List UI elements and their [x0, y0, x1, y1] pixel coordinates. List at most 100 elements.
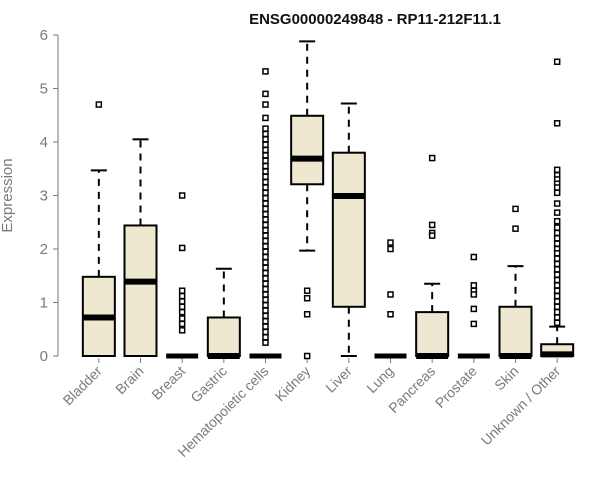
- outlier-point: [262, 296, 269, 304]
- outlier-point: [262, 68, 269, 75]
- outlier-point: [553, 120, 561, 127]
- outlier-point: [178, 244, 186, 252]
- box-rect: [123, 224, 158, 357]
- outlier-point: [428, 232, 436, 239]
- box-11: [540, 58, 575, 358]
- y-tick-label: 3: [40, 188, 48, 205]
- y-tick-label: 6: [40, 27, 48, 44]
- outlier-point: [262, 317, 269, 325]
- outlier-point: [262, 259, 269, 266]
- outlier-point: [553, 319, 561, 327]
- outlier-point: [262, 269, 269, 277]
- outlier-point: [262, 205, 269, 213]
- outlier-point: [553, 260, 561, 268]
- x-tick-label: Skin: [491, 363, 522, 394]
- outlier-point: [303, 287, 311, 294]
- box-1: [123, 138, 158, 357]
- outlier-point: [553, 224, 561, 231]
- outlier-point: [262, 130, 269, 138]
- outlier-point: [387, 311, 394, 318]
- x-tick-label: Bladder: [60, 363, 106, 409]
- outlier-point: [178, 303, 186, 311]
- outlier-point: [178, 308, 186, 316]
- outlier-point: [262, 125, 269, 132]
- box-rect: [415, 311, 450, 358]
- chart-title: ENSG00000249848 - RP11-212F11.1: [249, 11, 501, 28]
- box-rect: [206, 316, 241, 358]
- outlier-point: [470, 282, 478, 289]
- outlier-point: [553, 276, 561, 284]
- outlier-point: [470, 305, 478, 313]
- outlier-point: [262, 200, 269, 207]
- outlier-point: [553, 166, 561, 174]
- outlier-point: [262, 275, 269, 282]
- outlier-point: [553, 240, 561, 247]
- y-axis-title: Expression: [0, 158, 16, 232]
- outlier-point: [262, 307, 269, 314]
- outlier-point: [553, 200, 561, 207]
- outlier-point: [262, 280, 269, 288]
- box-rect: [331, 151, 366, 308]
- y-tick-label: 4: [40, 134, 48, 151]
- outlier-point: [262, 243, 269, 250]
- outlier-point: [553, 255, 561, 262]
- box-2: [166, 192, 199, 359]
- outlier-point: [262, 339, 269, 346]
- outlier-point: [262, 157, 269, 164]
- outlier-point: [262, 101, 269, 108]
- box-3: [206, 267, 241, 359]
- x-tick-label: Prostate: [432, 363, 480, 411]
- outlier-point: [262, 162, 269, 170]
- y-tick-label: 2: [40, 241, 48, 258]
- outlier-point: [262, 184, 269, 191]
- outlier-point: [262, 264, 269, 271]
- outlier-point: [178, 292, 186, 300]
- box-9: [457, 253, 490, 359]
- outlier-point: [178, 315, 186, 322]
- outlier-point: [387, 245, 394, 253]
- outlier-point: [553, 282, 561, 289]
- x-tick-label: Liver: [322, 363, 355, 396]
- outlier-point: [553, 292, 561, 300]
- outlier-point: [553, 271, 561, 278]
- x-tick-label: Brain: [112, 363, 146, 397]
- outlier-point: [178, 287, 186, 294]
- outlier-point: [262, 227, 269, 234]
- outlier-point: [470, 320, 478, 328]
- outlier-point: [262, 291, 269, 298]
- outlier-point: [303, 294, 311, 302]
- outlier-point: [262, 285, 269, 293]
- outlier-point: [262, 334, 269, 341]
- x-tick-label: Breast: [148, 363, 188, 403]
- outlier-point: [553, 298, 561, 305]
- outlier-point: [553, 235, 561, 242]
- outlier-point: [262, 194, 269, 202]
- outlier-point: [262, 178, 269, 186]
- outlier-point: [262, 232, 269, 239]
- outlier-point: [512, 225, 519, 232]
- outlier-point: [178, 298, 186, 305]
- y-axis: 0 1 2 3 4 5 6: [40, 27, 59, 365]
- outlier-point: [262, 114, 269, 122]
- outlier-point: [470, 291, 478, 298]
- box-rect: [498, 305, 533, 357]
- outlier-point: [262, 189, 269, 197]
- outlier-point: [262, 253, 269, 261]
- box-8: [415, 154, 450, 359]
- outlier-point: [303, 352, 311, 360]
- y-tick-label: 0: [40, 348, 48, 365]
- outlier-point: [262, 312, 269, 320]
- outlier-point: [387, 291, 394, 298]
- boxes-group: [81, 40, 575, 360]
- outlier-point: [262, 301, 269, 309]
- box-4: [249, 68, 282, 359]
- outlier-point: [262, 221, 269, 229]
- box-10: [498, 205, 533, 359]
- outlier-point: [262, 141, 269, 148]
- outlier-point: [303, 311, 311, 318]
- outlier-point: [470, 253, 478, 261]
- outlier-point: [553, 308, 561, 316]
- outlier-point: [553, 314, 561, 321]
- outlier-point: [553, 58, 561, 65]
